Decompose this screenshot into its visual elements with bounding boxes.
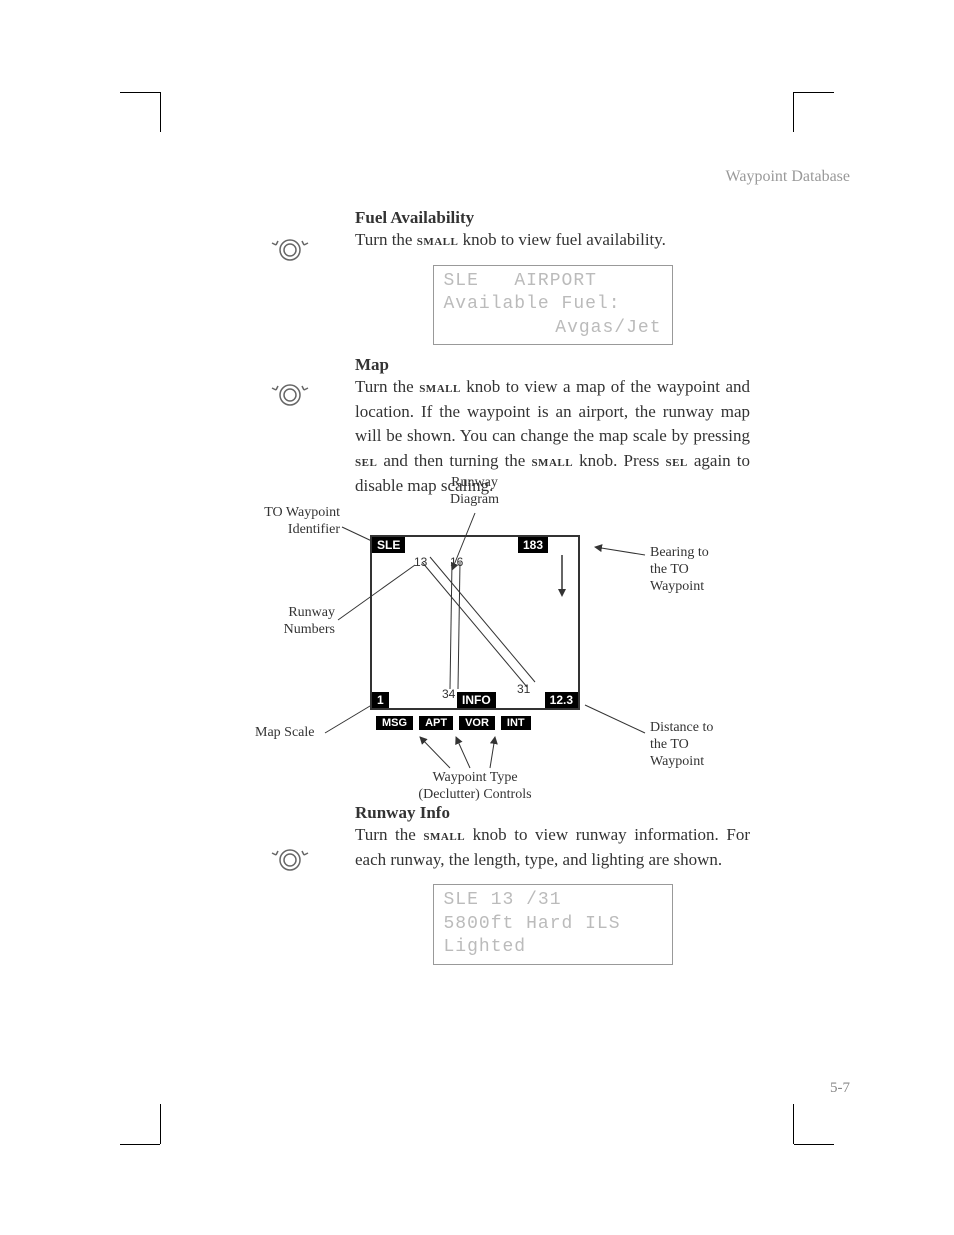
fuel-heading: Fuel Availability: [355, 208, 750, 228]
btn-vor: VOR: [459, 716, 495, 730]
runway-text: Turn the small knob to view runway infor…: [355, 823, 750, 872]
annot-to-wp-id: TO WaypointIdentifier: [245, 505, 340, 539]
annot-map-scale: Map Scale: [255, 725, 314, 742]
annot-bearing: Bearing tothe TOWaypoint: [650, 545, 709, 595]
runway-section: Runway Info Turn the small knob to view …: [355, 803, 750, 965]
btn-int: INT: [501, 716, 531, 730]
crop-mark: [793, 92, 794, 132]
lcd-line: 5800ft Hard ILS: [444, 913, 662, 936]
rwy-13: 13: [414, 555, 427, 569]
lcd-line: SLE AIRPORT: [444, 270, 662, 293]
btn-msg: MSG: [376, 716, 413, 730]
annot-distance: Distance tothe TOWaypoint: [650, 720, 713, 770]
map-screen: SLE 183 1 INFO 12.3 13 16 31 34 MSG: [370, 535, 580, 710]
button-row: MSG APT VOR INT: [372, 716, 531, 730]
knob-icon: [270, 845, 310, 875]
small-knob-label: small: [417, 233, 459, 249]
crop-mark: [794, 92, 834, 93]
crop-mark: [160, 1104, 161, 1144]
text: Turn the: [355, 230, 417, 249]
text: knob to view fuel availability.: [458, 230, 666, 249]
lcd-line: Available Fuel:: [444, 293, 662, 316]
page-header: Waypoint Database: [726, 168, 850, 186]
fuel-text: Turn the small knob to view fuel availab…: [355, 228, 750, 253]
knob-icon: [270, 380, 310, 410]
lcd-ident: SLE: [444, 271, 479, 291]
lcd-line: Lighted: [444, 936, 662, 959]
crop-mark: [793, 1104, 794, 1144]
lcd-line: SLE 13 /31: [444, 889, 662, 912]
knob-icon: [270, 235, 310, 265]
crop-mark: [160, 92, 161, 132]
lcd-type: AIRPORT: [514, 271, 597, 291]
map-heading: Map: [355, 355, 750, 375]
rwy-31: 31: [517, 682, 530, 696]
fuel-section: Fuel Availability Turn the small knob to…: [355, 208, 750, 345]
runway-svg: [372, 537, 578, 708]
annot-runway-numbers: RunwayNumbers: [260, 605, 335, 639]
rwy-16: 16: [450, 555, 463, 569]
map-diagram: TO WaypointIdentifier RunwayDiagram Bear…: [160, 475, 750, 805]
annot-runway-diagram: RunwayDiagram: [450, 475, 499, 509]
runway-heading: Runway Info: [355, 803, 750, 823]
crop-mark: [120, 92, 160, 93]
crop-mark: [120, 1144, 160, 1145]
lcd-line: Avgas/Jet: [444, 317, 662, 340]
runway-lcd: SLE 13 /31 5800ft Hard ILS Lighted: [433, 884, 673, 964]
rwy-34: 34: [442, 687, 455, 701]
fuel-lcd: SLE AIRPORT Available Fuel: Avgas/Jet: [433, 265, 673, 345]
annot-wp-type: Waypoint Type(Declutter) Controls: [400, 770, 550, 804]
btn-apt: APT: [419, 716, 453, 730]
crop-mark: [794, 1144, 834, 1145]
